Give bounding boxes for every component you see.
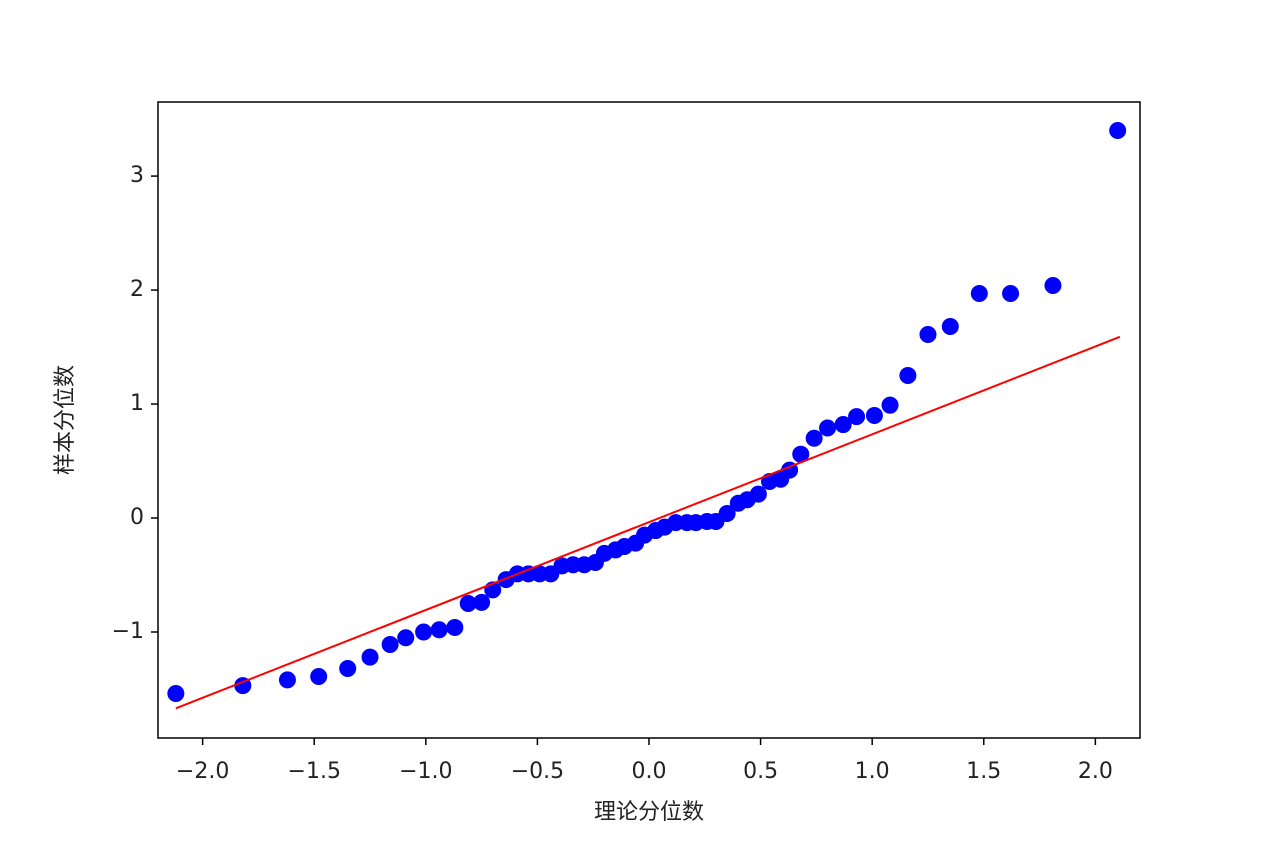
x-tick-label: −1.5 [288, 759, 341, 784]
data-point [718, 504, 736, 522]
data-point [473, 593, 491, 611]
data-point [278, 671, 296, 689]
y-tick-label: 2 [130, 277, 144, 302]
data-point [310, 667, 328, 685]
data-point [1002, 284, 1020, 302]
x-tick-label: 0.5 [743, 759, 778, 784]
data-point [397, 629, 415, 647]
data-point [167, 685, 185, 703]
data-point [805, 429, 823, 447]
y-tick-label: 1 [130, 391, 144, 416]
data-point [749, 485, 767, 503]
data-point [865, 406, 883, 424]
data-point [361, 648, 379, 666]
x-axis-label: 理论分位数 [594, 800, 704, 825]
data-point [381, 636, 399, 654]
y-tick-label: −1 [112, 619, 144, 644]
y-axis-label: 样本分位数 [53, 365, 78, 475]
data-point [834, 416, 852, 434]
data-point [881, 396, 899, 414]
data-point [941, 318, 959, 336]
data-point [819, 419, 837, 437]
x-tick-label: 1.0 [855, 759, 890, 784]
data-point [430, 621, 448, 639]
data-point [919, 326, 937, 344]
plot-frame [157, 101, 1141, 739]
data-point [970, 284, 988, 302]
x-tick-label: 2.0 [1078, 759, 1113, 784]
x-tick-label: 1.5 [966, 759, 1001, 784]
data-point [1044, 277, 1062, 295]
data-point [446, 618, 464, 636]
data-point [848, 408, 866, 426]
x-tick-label: −0.5 [511, 759, 564, 784]
x-tick-label: −1.0 [399, 759, 452, 784]
data-point [415, 623, 433, 641]
y-tick-label: 3 [130, 163, 144, 188]
x-tick-label: 0.0 [632, 759, 667, 784]
data-point [339, 659, 357, 677]
y-tick-label: 0 [130, 505, 144, 530]
fit-line [175, 335, 1121, 710]
data-point [899, 367, 917, 385]
data-point [1109, 121, 1127, 139]
x-tick-label: −2.0 [176, 759, 229, 784]
